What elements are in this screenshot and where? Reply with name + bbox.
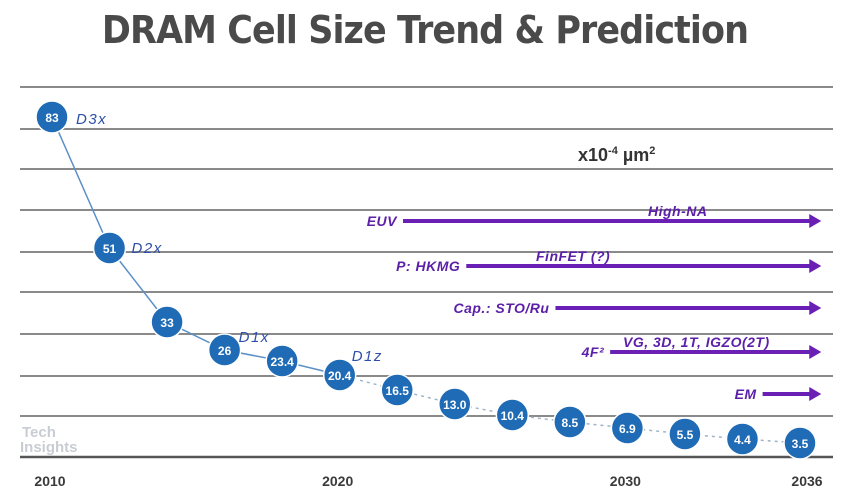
data-point: 8.5 [553,405,587,439]
node-label: D2x [132,240,163,257]
data-point-marker [610,411,645,445]
data-point-marker [380,373,414,407]
data-point-label: 8.5 [562,416,579,430]
data-point-label: 20.4 [328,369,352,383]
data-point: 20.4 [322,358,357,392]
data-point: 23.4 [265,344,299,378]
data-point: 5.5 [668,417,702,451]
data-point-label: 6.9 [619,422,636,436]
data-points: 83 51 33 26 23.4 20.4 16.5 13.0 10.4 8.5 6.9 5.5 4.4… [35,100,817,460]
technology-arrows: EUV High-NA P: HKMG FinFET (?) Cap.: STO/Ru 4… [367,203,822,402]
tech-note: VG, 3D, 1T, IGZO(2T) [623,334,770,350]
gridlines [20,86,833,459]
node-label: D3x [76,111,107,128]
arrowhead-icon [809,259,822,273]
data-point-marker [725,422,760,456]
tech-label: Cap.: STO/Ru [453,300,549,316]
data-point-marker [150,305,184,339]
data-point-label: 83 [45,111,59,125]
data-point-label: 10.4 [501,409,525,423]
tech-arrow-group: P: HKMG FinFET (?) [396,248,822,274]
tech-arrow-group: EUV High-NA [367,203,822,229]
tech-label: P: HKMG [396,258,460,274]
data-point-label: 5.5 [677,428,694,442]
data-point-marker [265,344,299,378]
watermark-logo: Tech Insights [20,424,78,456]
tech-arrow-group: EM [735,386,822,402]
data-point: 4.4 [725,422,760,456]
data-point-label: 4.4 [734,433,751,447]
data-point: 16.5 [380,373,414,407]
unit-label: x10-4 µm2 [578,145,655,165]
tech-note: High-NA [648,203,708,219]
data-point-marker [35,100,69,134]
data-point: 26 [207,333,242,367]
data-point-label: 16.5 [386,384,410,398]
data-point: 3.5 [783,426,817,460]
data-point: 10.4 [495,398,530,432]
trend-lines [51,116,801,444]
data-point-marker [668,417,702,451]
tech-note: FinFET (?) [536,248,610,264]
prediction-trend-line [339,374,801,444]
x-tick-label: 2036 [791,473,822,489]
node-label: D1x [239,329,270,346]
arrowhead-icon [809,214,822,228]
arrowhead-icon [809,301,822,315]
data-point-marker [322,358,357,392]
data-point-marker [553,405,587,439]
tech-arrow-group: Cap.: STO/Ru [453,300,822,316]
node-label: D1z [352,348,383,365]
data-point-label: 51 [103,242,117,256]
data-point-label: 33 [160,316,174,330]
data-point: 13.0 [438,387,472,421]
chart-title: DRAM Cell Size Trend & Prediction [101,8,749,52]
tech-label: EM [735,386,757,402]
data-point: 83 [35,100,69,134]
tech-label: 4F² [581,344,605,360]
data-point-label: 23.4 [270,355,294,369]
tech-arrow-group: 4F² VG, 3D, 1T, IGZO(2T) [581,334,822,360]
arrowhead-icon [809,387,822,401]
data-point-marker [207,333,242,367]
x-tick-label: 2030 [610,473,641,489]
watermark-line1: Tech [22,424,56,441]
data-point: 33 [150,305,184,339]
x-tick-label: 2010 [34,473,65,489]
x-tick-label: 2020 [322,473,353,489]
tech-label: EUV [367,213,398,229]
data-point-label: 13.0 [443,398,467,412]
data-point-label: 3.5 [792,437,809,451]
x-axis-ticks: 2010 2020 2030 2036 [34,473,822,489]
data-point-marker [438,387,472,421]
data-point-marker [495,398,530,432]
watermark-line2: Insights [20,439,78,456]
data-point-marker [92,231,127,265]
data-point: 6.9 [610,411,645,445]
node-labels: D3x D2x D1x D1z [76,111,383,365]
data-point-marker [783,426,817,460]
data-point: 51 [92,231,127,265]
data-point-label: 26 [218,344,232,358]
arrowhead-icon [809,345,822,359]
